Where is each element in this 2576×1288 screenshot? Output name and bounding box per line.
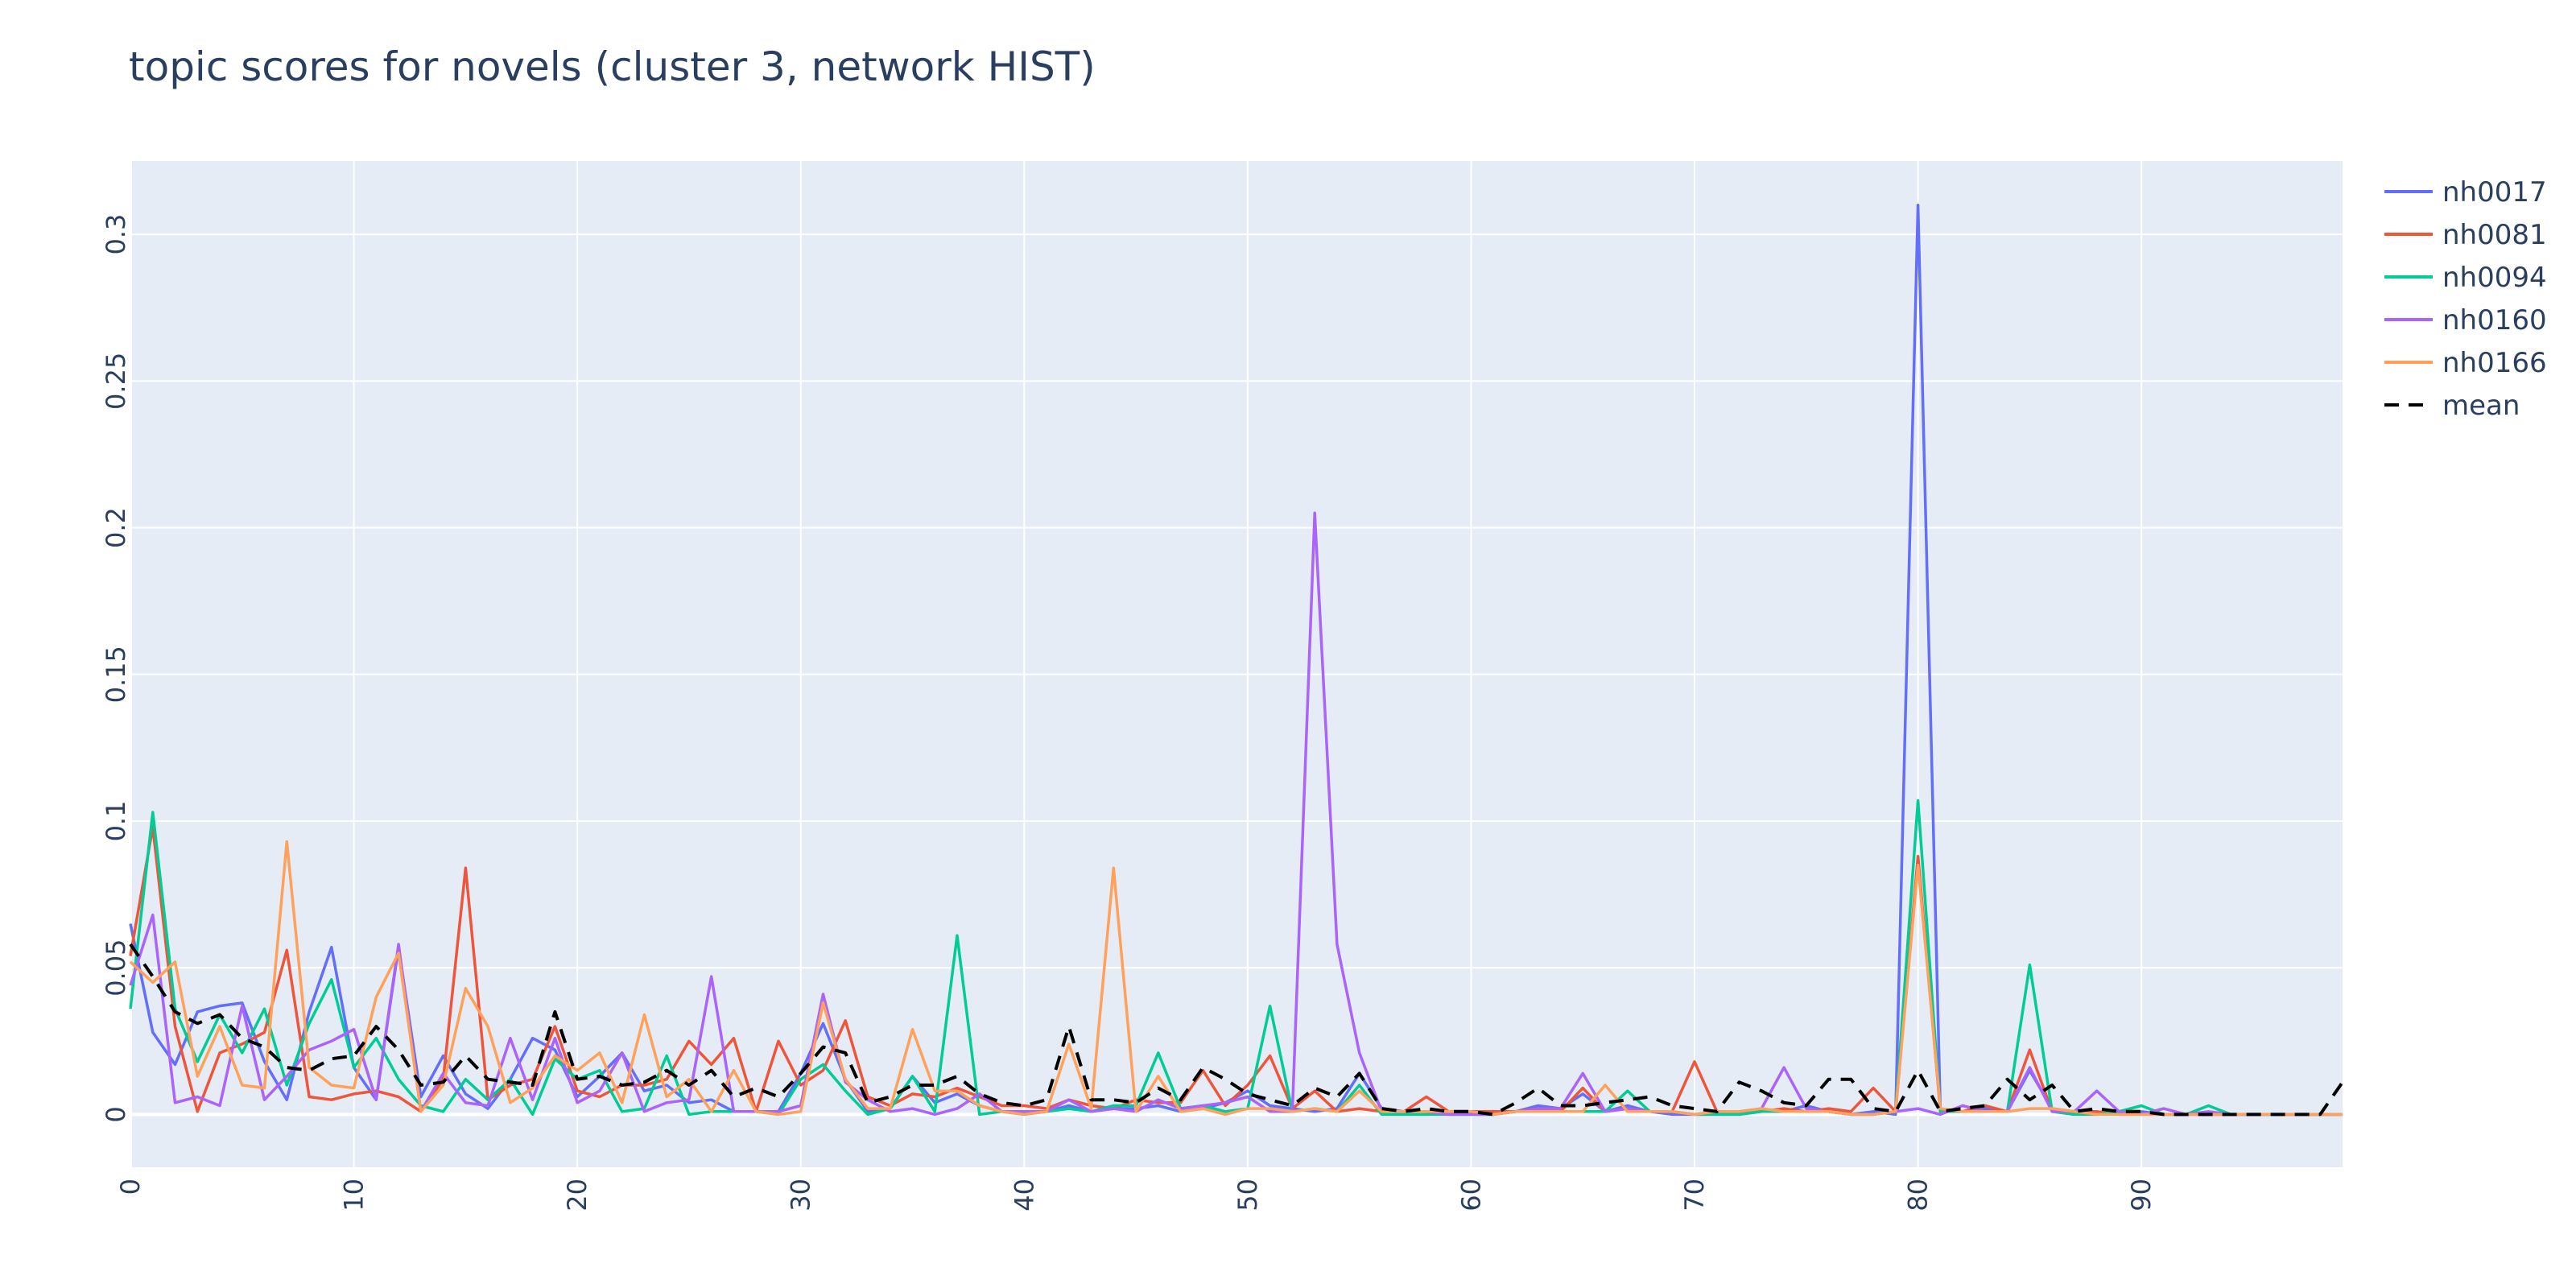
series-lines (129, 203, 2344, 1117)
legend-item-nh0017[interactable]: nh0017 (2384, 176, 2547, 208)
series-line-nh0166 (129, 840, 2343, 1117)
x-axis-ticks: 0 10 20 30 40 50 60 70 80 90 (115, 1179, 2157, 1212)
y-axis-ticks: 0 0.05 0.1 0.15 0.2 0.25 0.3 (101, 214, 131, 1123)
gridlines (129, 161, 2343, 1167)
x-tick-label: 70 (1679, 1179, 1710, 1212)
x-tick-label: 30 (786, 1179, 816, 1212)
plot-area (130, 161, 2343, 1167)
y-tick-label: 0 (101, 1106, 131, 1122)
legend-item-nh0166[interactable]: nh0166 (2384, 347, 2547, 379)
legend-label: mean (2442, 390, 2520, 422)
y-tick-label: 0.1 (101, 801, 131, 842)
chart-title: topic scores for novels (cluster 3, netw… (129, 43, 1096, 90)
legend-label: nh0160 (2442, 304, 2547, 336)
legend-item-nh0094[interactable]: nh0094 (2384, 262, 2547, 294)
x-tick-label: 60 (1455, 1179, 1486, 1212)
x-tick-label: 50 (1232, 1179, 1263, 1212)
x-tick-label: 10 (339, 1179, 369, 1212)
legend-label: nh0166 (2442, 347, 2547, 379)
x-tick-label: 40 (1009, 1179, 1039, 1212)
legend-item-mean[interactable]: mean (2384, 390, 2520, 422)
legend[interactable]: nh0017 nh0081 nh0094 nh0160 nh0166 mean (2384, 176, 2547, 422)
y-tick-label: 0.3 (101, 214, 131, 255)
x-tick-label: 80 (1903, 1179, 1934, 1212)
legend-label: nh0094 (2442, 262, 2547, 294)
y-tick-label: 0.25 (101, 353, 131, 410)
legend-item-nh0081[interactable]: nh0081 (2384, 219, 2547, 251)
legend-label: nh0081 (2442, 219, 2547, 251)
legend-item-nh0160[interactable]: nh0160 (2384, 304, 2547, 336)
series-line-mean (129, 943, 2344, 1117)
y-tick-label: 0.05 (101, 939, 131, 997)
legend-label: nh0017 (2442, 176, 2547, 208)
y-tick-label: 0.2 (101, 507, 131, 548)
x-tick-label: 20 (562, 1179, 592, 1212)
y-tick-label: 0.15 (101, 646, 131, 703)
x-tick-label: 90 (2126, 1179, 2157, 1212)
x-tick-label: 0 (115, 1179, 146, 1195)
